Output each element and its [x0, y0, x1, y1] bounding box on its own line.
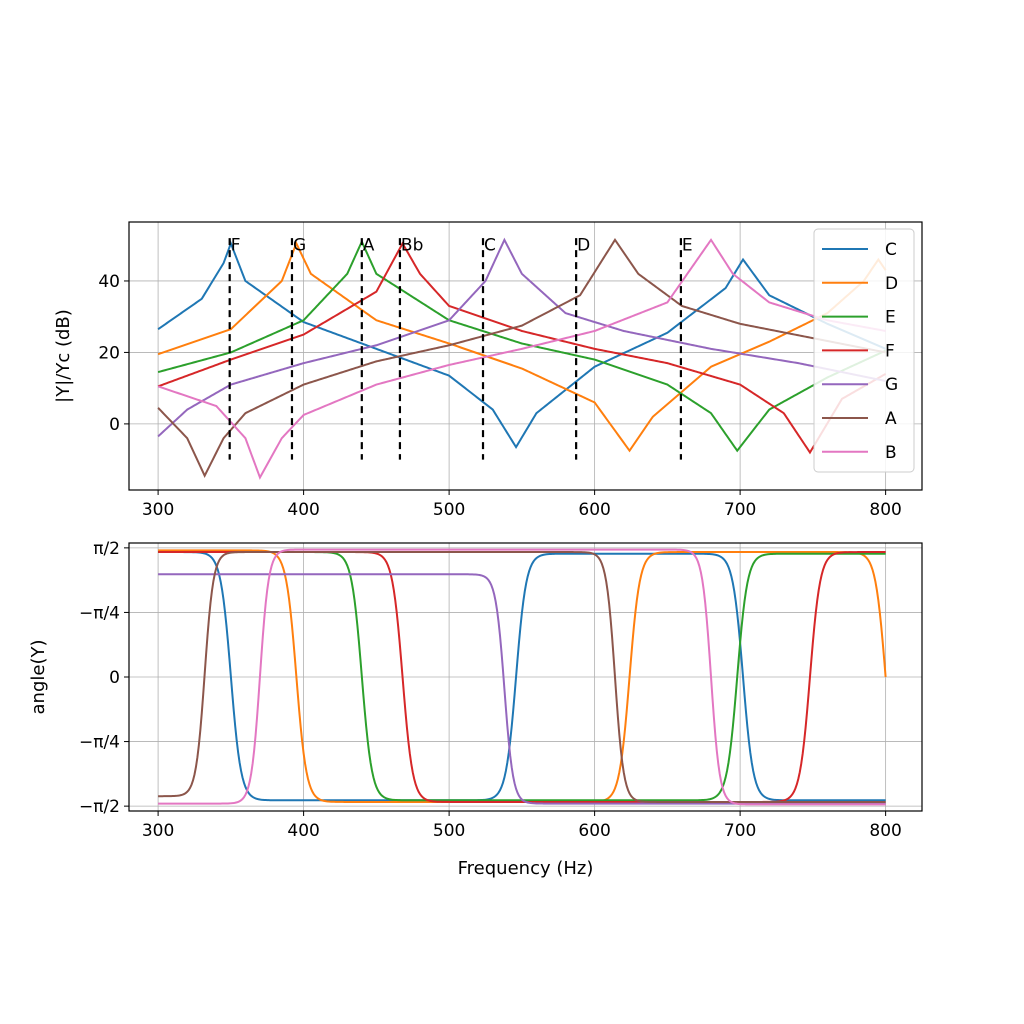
- bottom-ylabel: angle(Y): [28, 640, 49, 715]
- marker-label-A: A: [363, 236, 375, 256]
- top-ytick-label-2: 40: [98, 272, 120, 292]
- marker-label-C: C: [484, 236, 496, 256]
- bottom-ytick-label-0: −π/2: [79, 797, 120, 817]
- bottom-ytick-label-1: −π/4: [79, 733, 120, 753]
- bottom-axes: 300 400 500 600 700 800 −π/2 −π/4 0 −π/4 π/2 angle(…: [28, 539, 923, 879]
- top-ytick-label-0: 0: [109, 415, 120, 435]
- top-xtick-label-2: 500: [433, 500, 465, 520]
- legend-label-B: B: [885, 443, 897, 463]
- marker-label-Bb: Bb: [401, 236, 423, 256]
- top-xtick-label-0: 300: [142, 500, 174, 520]
- bottom-plot-area: [158, 548, 887, 806]
- legend-label-G: G: [885, 375, 898, 395]
- bottom-xtick-label-1: 400: [287, 821, 319, 841]
- top-xtick-label-3: 600: [578, 500, 610, 520]
- top-series-line-F: [157, 241, 887, 455]
- bottom-series-line-B: [158, 548, 886, 806]
- top-series-line-A: [157, 238, 886, 479]
- bottom-ytick-label-2: 0: [109, 668, 120, 688]
- marker-label-F: F: [231, 236, 241, 256]
- top-ytick-label-1: 20: [98, 343, 120, 363]
- bottom-xtick-label-2: 500: [433, 821, 465, 841]
- marker-label-E: E: [682, 236, 693, 256]
- bottom-series-line-C: [158, 551, 886, 802]
- legend-label-C: C: [885, 240, 897, 260]
- bottom-ytick-label-4: π/2: [93, 539, 120, 559]
- top-ylabel: |Y|/Yc (dB): [53, 309, 74, 403]
- bottom-xtick-label-3: 600: [578, 821, 610, 841]
- top-series-line-E: [157, 239, 887, 453]
- top-series-line-C: [157, 240, 887, 450]
- legend-label-D: D: [885, 274, 898, 294]
- top-plot-area: [157, 237, 887, 480]
- bottom-xlabel: Frequency (Hz): [458, 858, 594, 879]
- top-series-line-D: [157, 240, 887, 453]
- bottom-frame: [128, 542, 923, 812]
- legend-label-E: E: [885, 308, 896, 328]
- top-xtick-label-5: 800: [869, 500, 901, 520]
- legend-label-A: A: [885, 409, 897, 429]
- marker-label-G: G: [293, 236, 306, 256]
- top-xtick-label-4: 700: [724, 500, 756, 520]
- bottom-xtick-label-4: 700: [724, 821, 756, 841]
- top-series-line-G: [157, 237, 886, 438]
- bottom-grid: [129, 543, 922, 811]
- top-frame: [128, 221, 923, 491]
- marker-label-D: D: [577, 236, 590, 256]
- bottom-ytick-label-3: −π/4: [79, 603, 120, 623]
- top-series-line-B: [157, 238, 886, 480]
- legend-label-F: F: [885, 341, 895, 361]
- top-xtick-label-1: 400: [287, 500, 319, 520]
- bottom-xtick-label-5: 800: [869, 821, 901, 841]
- bottom-xtick-label-0: 300: [142, 821, 174, 841]
